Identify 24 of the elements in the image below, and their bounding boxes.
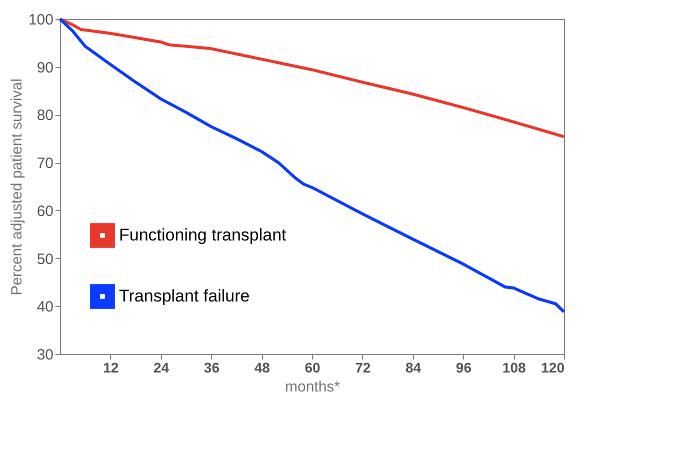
legend-label: Transplant failure [119, 286, 250, 306]
y-tick-label: 40 [36, 298, 54, 316]
y-tick-label: 100 [28, 12, 54, 28]
legend-label: Functioning transplant [119, 226, 287, 244]
x-tick-label: 120 [541, 360, 565, 376]
y-tick-label: 80 [36, 107, 54, 124]
x-tick-label: 36 [204, 360, 220, 376]
line-series [58, 18, 566, 138]
x-tick-label: 48 [254, 360, 270, 376]
y-tick-label: 70 [36, 155, 54, 172]
y-tick-label: 60 [36, 202, 54, 220]
x-tick-label: 84 [406, 360, 422, 376]
x-axis-title: months* [284, 378, 340, 396]
line-series [58, 18, 566, 314]
x-tick-label: 96 [456, 360, 472, 376]
y-tick-label: 30 [36, 346, 54, 364]
y-tick-label: 90 [36, 59, 54, 76]
y-axis-title: Percent adjusted patient survival [8, 78, 26, 296]
x-tick-label: 12 [103, 360, 119, 376]
x-tick-label: 24 [154, 360, 170, 376]
x-tick-label: 60 [304, 360, 320, 376]
y-tick-label: 50 [36, 250, 54, 268]
x-tick-label: 108 [502, 360, 526, 376]
x-tick-label: 72 [355, 360, 371, 376]
